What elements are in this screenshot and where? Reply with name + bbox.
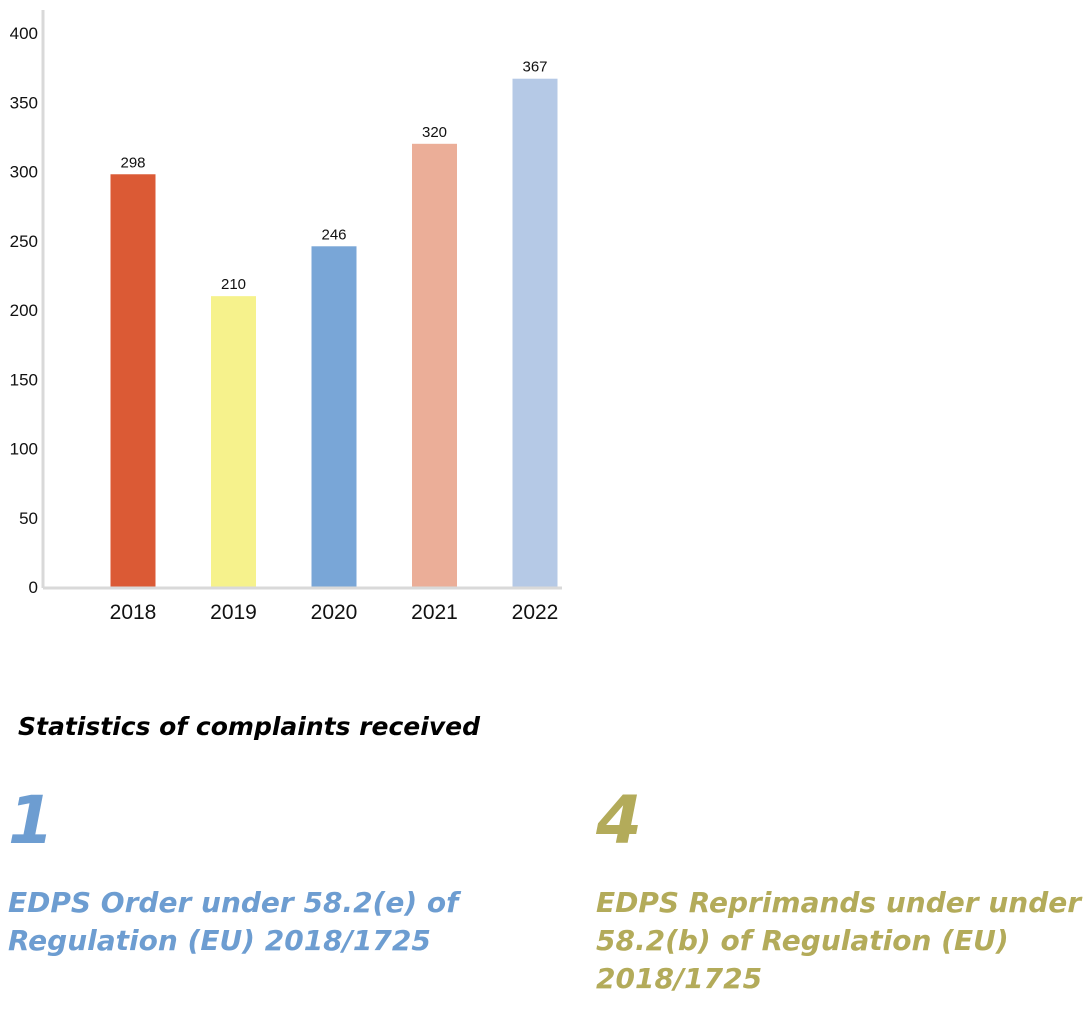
stat-reprimand: 4 EDPS Reprimands under under 58.2(b) of… bbox=[596, 788, 1086, 998]
stat-reprimand-number: 4 bbox=[596, 782, 642, 859]
y-tick-label: 50 bbox=[19, 509, 38, 528]
y-tick-label: 300 bbox=[10, 163, 38, 182]
bar-2020 bbox=[311, 246, 357, 588]
y-tick-label: 200 bbox=[10, 301, 38, 320]
data-label: 210 bbox=[221, 276, 246, 293]
y-tick-label: 250 bbox=[10, 232, 38, 251]
complaints-bar-chart: 0 50 100 150 200 250 300 350 400 298 210 246 320 367… bbox=[10, 10, 562, 624]
y-tick-label: 150 bbox=[10, 370, 38, 389]
x-category-label: 2019 bbox=[210, 601, 257, 624]
bar-2019 bbox=[211, 296, 256, 587]
data-label: 246 bbox=[321, 226, 346, 243]
x-category-label: 2018 bbox=[110, 601, 157, 624]
y-tick-label: 0 bbox=[29, 578, 38, 597]
x-category-label: 2022 bbox=[512, 601, 559, 624]
bar-2022 bbox=[512, 78, 558, 587]
y-tick-label: 400 bbox=[10, 24, 38, 43]
stat-order-number: 1 bbox=[8, 782, 54, 859]
data-label: 320 bbox=[422, 124, 447, 141]
data-label: 298 bbox=[120, 154, 145, 171]
x-category-label: 2020 bbox=[311, 601, 358, 624]
x-category-label: 2021 bbox=[411, 601, 458, 624]
stat-reprimand-text: EDPS Reprimands under under 58.2(b) of R… bbox=[596, 886, 1082, 995]
y-tick-label: 350 bbox=[10, 93, 38, 112]
bar-2018 bbox=[110, 174, 156, 587]
y-tick-label: 100 bbox=[10, 440, 38, 459]
bar-2021 bbox=[412, 143, 457, 588]
data-label: 367 bbox=[522, 59, 547, 76]
chart-caption: Statistics of complaints received bbox=[18, 712, 480, 741]
stat-order-text: EDPS Order under 58.2(e) of Regulation (… bbox=[8, 886, 459, 957]
stat-order: 1 EDPS Order under 58.2(e) of Regulation… bbox=[8, 788, 528, 960]
